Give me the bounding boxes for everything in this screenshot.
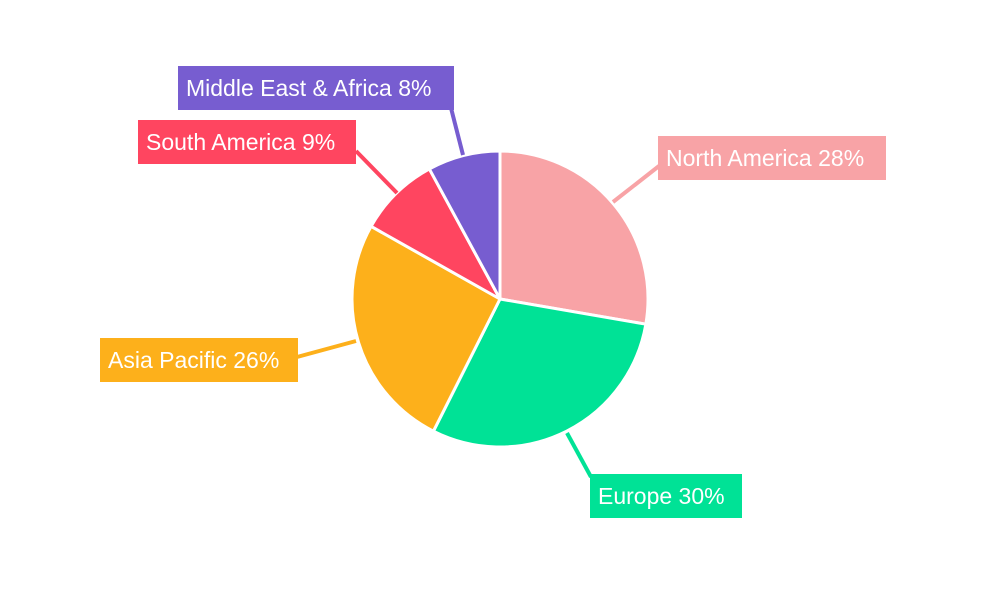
- pie-slices: [350, 149, 650, 449]
- label-text: Europe 30%: [598, 483, 725, 509]
- leader-line: [449, 107, 465, 156]
- slice-label: North America 28%: [658, 136, 886, 180]
- slice-label: Asia Pacific 26%: [100, 338, 298, 382]
- label-text: Middle East & Africa 8%: [186, 75, 431, 101]
- label-box: [138, 120, 356, 164]
- leader-line: [565, 432, 593, 478]
- pie-slice-asia-pacific[interactable]: [350, 224, 502, 433]
- slice-label: Europe 30%: [590, 474, 742, 518]
- slice-label: Middle East & Africa 8%: [178, 66, 454, 110]
- label-text: South America 9%: [146, 129, 335, 155]
- slice-label: South America 9%: [138, 120, 356, 164]
- label-box: [590, 474, 742, 518]
- label-text: Asia Pacific 26%: [108, 347, 279, 373]
- slice-labels: North America 28% Europe 30% Asia Pacific …: [100, 66, 886, 518]
- leader-lines: [296, 107, 661, 478]
- leader-line: [296, 339, 357, 359]
- leader-line: [611, 164, 661, 204]
- pie-slice-europe[interactable]: [431, 297, 648, 449]
- pie-slice-middle-east-africa[interactable]: [427, 149, 502, 301]
- label-box: [658, 136, 886, 180]
- leader-line: [354, 149, 399, 195]
- label-box: [100, 338, 298, 382]
- pie-slice-north-america[interactable]: [498, 149, 650, 326]
- label-box: [178, 66, 454, 110]
- label-text: North America 28%: [666, 145, 864, 171]
